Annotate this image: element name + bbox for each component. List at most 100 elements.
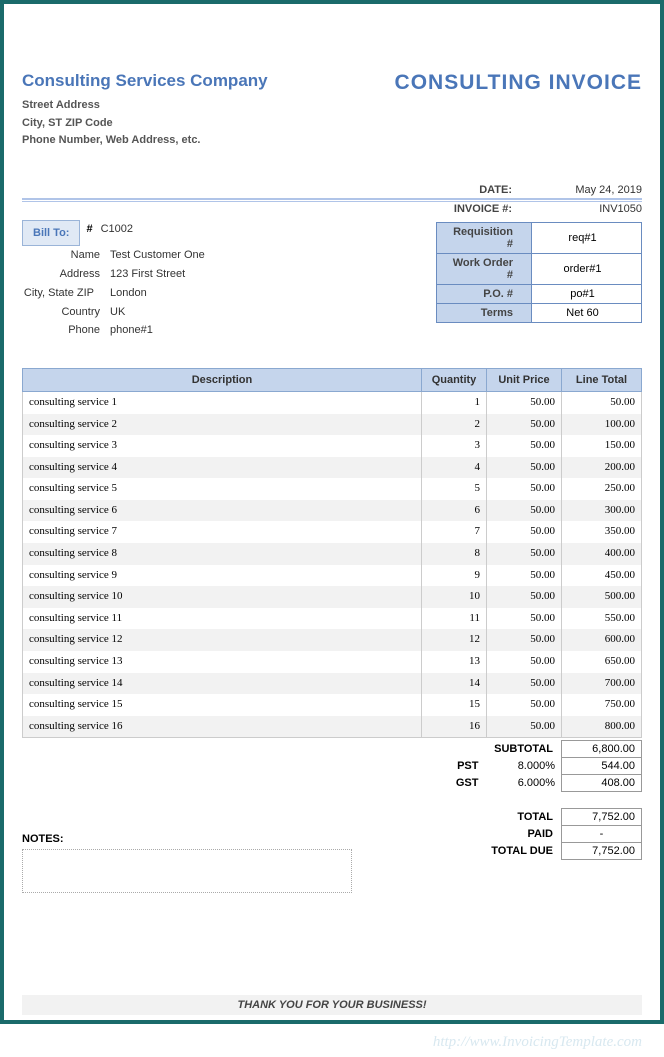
req-label: Requisition # [437, 222, 532, 253]
terms-value: Net 60 [532, 303, 642, 322]
item-total: 100.00 [562, 414, 642, 436]
items-table: Description Quantity Unit Price Line Tot… [22, 368, 642, 739]
item-total: 450.00 [562, 565, 642, 587]
header: Consulting Services Company Street Addre… [22, 71, 642, 150]
bill-to-button[interactable]: Bill To: [22, 220, 80, 247]
bill-to-hash: # [86, 220, 92, 247]
item-desc: consulting service 15 [23, 694, 422, 716]
item-qty: 11 [422, 608, 487, 630]
item-total: 700.00 [562, 673, 642, 695]
item-price: 50.00 [487, 414, 562, 436]
item-qty: 14 [422, 673, 487, 695]
date-label: DATE: [432, 181, 512, 200]
item-desc: consulting service 5 [23, 478, 422, 500]
item-total: 350.00 [562, 521, 642, 543]
total-label: TOTAL [422, 809, 562, 826]
item-desc: consulting service 6 [23, 500, 422, 522]
bill-name: Test Customer One [110, 246, 205, 265]
table-row: consulting service 6650.00300.00 [23, 500, 642, 522]
item-qty: 4 [422, 457, 487, 479]
item-desc: consulting service 13 [23, 651, 422, 673]
po-value: po#1 [532, 284, 642, 303]
table-row: consulting service 131350.00650.00 [23, 651, 642, 673]
item-total: 500.00 [562, 586, 642, 608]
subtotals-block: SUBTOTAL 6,800.00 PST 8.000% 544.00 GST … [22, 740, 642, 792]
table-row: consulting service 161650.00800.00 [23, 716, 642, 738]
item-price: 50.00 [487, 391, 562, 413]
item-price: 50.00 [487, 586, 562, 608]
item-total: 750.00 [562, 694, 642, 716]
table-row: consulting service 1150.0050.00 [23, 391, 642, 413]
item-qty: 1 [422, 391, 487, 413]
bill-csz-label: City, State ZIP [16, 284, 104, 303]
bill-section: Bill To: # C1002 NameTest Customer One A… [22, 220, 642, 340]
notes-field[interactable] [22, 849, 352, 893]
item-total: 550.00 [562, 608, 642, 630]
item-qty: 7 [422, 521, 487, 543]
item-price: 50.00 [487, 500, 562, 522]
item-qty: 5 [422, 478, 487, 500]
item-qty: 16 [422, 716, 487, 738]
total-due-value: 7,752.00 [562, 843, 642, 860]
subtotal-value: 6,800.00 [562, 741, 642, 758]
paid-label: PAID [422, 826, 562, 843]
bill-phone-label: Phone [22, 321, 110, 340]
item-price: 50.00 [487, 521, 562, 543]
item-total: 200.00 [562, 457, 642, 479]
item-price: 50.00 [487, 435, 562, 457]
item-desc: consulting service 11 [23, 608, 422, 630]
subtotal-label: SUBTOTAL [450, 741, 562, 758]
item-desc: consulting service 2 [23, 414, 422, 436]
table-row: consulting service 8850.00400.00 [23, 543, 642, 565]
gst-label: GST [450, 775, 487, 792]
bill-address-label: Address [22, 265, 110, 284]
item-price: 50.00 [487, 629, 562, 651]
table-row: consulting service 151550.00750.00 [23, 694, 642, 716]
item-total: 50.00 [562, 391, 642, 413]
date-value: May 24, 2019 [542, 181, 642, 200]
pst-label: PST [450, 758, 487, 775]
bill-country: UK [110, 303, 125, 322]
item-desc: consulting service 12 [23, 629, 422, 651]
item-desc: consulting service 8 [23, 543, 422, 565]
item-desc: consulting service 14 [23, 673, 422, 695]
table-row: consulting service 101050.00500.00 [23, 586, 642, 608]
item-price: 50.00 [487, 673, 562, 695]
item-qty: 8 [422, 543, 487, 565]
item-desc: consulting service 10 [23, 586, 422, 608]
item-price: 50.00 [487, 543, 562, 565]
item-desc: consulting service 7 [23, 521, 422, 543]
pst-pct: 8.000% [487, 758, 562, 775]
company-addr3: Phone Number, Web Address, etc. [22, 132, 268, 150]
paid-value: - [562, 826, 642, 843]
item-desc: consulting service 3 [23, 435, 422, 457]
terms-label: Terms [437, 303, 532, 322]
table-row: consulting service 5550.00250.00 [23, 478, 642, 500]
pst-value: 544.00 [562, 758, 642, 775]
req-value: req#1 [532, 222, 642, 253]
item-qty: 6 [422, 500, 487, 522]
item-total: 250.00 [562, 478, 642, 500]
item-qty: 10 [422, 586, 487, 608]
bill-phone: phone#1 [110, 321, 153, 340]
table-row: consulting service 111150.00550.00 [23, 608, 642, 630]
invoice-number-value: INV1050 [542, 200, 642, 219]
company-block: Consulting Services Company Street Addre… [22, 71, 268, 150]
wo-label: Work Order # [437, 253, 532, 284]
document-frame: Consulting Services Company Street Addre… [0, 0, 664, 1024]
item-price: 50.00 [487, 457, 562, 479]
bill-address: 123 First Street [110, 265, 185, 284]
item-qty: 13 [422, 651, 487, 673]
table-row: consulting service 9950.00450.00 [23, 565, 642, 587]
invoice-title: CONSULTING INVOICE [395, 71, 642, 95]
company-addr1: Street Address [22, 97, 268, 115]
total-due-label: TOTAL DUE [422, 843, 562, 860]
invoice-number-label: INVOICE #: [432, 200, 512, 219]
bill-to-code: C1002 [101, 220, 133, 247]
item-qty: 12 [422, 629, 487, 651]
bill-name-label: Name [22, 246, 110, 265]
item-price: 50.00 [487, 651, 562, 673]
po-label: P.O. # [437, 284, 532, 303]
gst-pct: 6.000% [487, 775, 562, 792]
item-desc: consulting service 9 [23, 565, 422, 587]
